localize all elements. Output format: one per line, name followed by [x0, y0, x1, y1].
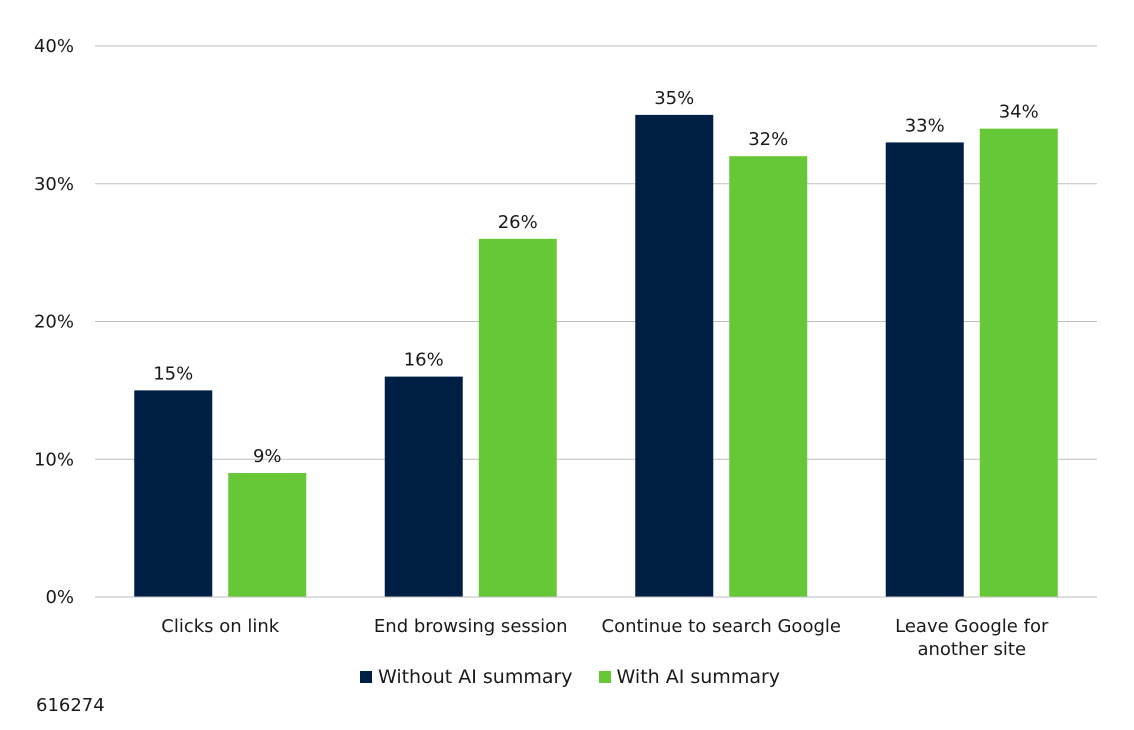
data-label: 26%: [498, 212, 538, 233]
x-category-label: End browsing session: [374, 616, 568, 637]
legend-label-with-ai: With AI summary: [616, 666, 781, 688]
bar: [478, 238, 557, 597]
legend-swatch-without-ai: [359, 671, 372, 683]
y-tick-label: 40%: [34, 36, 74, 57]
y-tick-label: 10%: [34, 449, 74, 470]
chart-legend: Without AI summary With AI summary: [0, 666, 1134, 688]
x-category-label: another site: [917, 639, 1026, 660]
bar: [134, 390, 213, 597]
data-label: 15%: [153, 363, 193, 384]
data-label: 34%: [999, 102, 1039, 123]
legend-label-without-ai: Without AI summary: [377, 666, 573, 688]
bar: [979, 128, 1058, 597]
y-tick-label: 20%: [34, 312, 74, 333]
legend-item-with-ai: With AI summary: [598, 666, 781, 688]
data-label: 16%: [404, 350, 444, 371]
bar: [384, 376, 463, 597]
data-label: 33%: [905, 115, 945, 136]
legend-item-without-ai: Without AI summary: [359, 666, 573, 688]
y-tick-label: 30%: [34, 174, 74, 195]
bar-chart: 0% 10% 20% 30% 40% 15% 9% Clicks on link 16% 26% E…: [34, 36, 1097, 660]
data-label: 32%: [748, 129, 788, 150]
bar: [635, 114, 714, 597]
data-label: 35%: [654, 88, 694, 109]
legend-swatch-with-ai: [598, 671, 611, 683]
bar: [228, 473, 307, 597]
x-category-label: Leave Google for: [895, 616, 1049, 637]
x-category-label: Continue to search Google: [602, 616, 841, 637]
bar: [885, 142, 964, 598]
bar: [729, 156, 808, 597]
y-tick-label: 0%: [45, 587, 74, 608]
figure-id: 616274: [36, 695, 105, 716]
x-category-label: Clicks on link: [161, 616, 280, 637]
data-label: 9%: [253, 446, 282, 467]
